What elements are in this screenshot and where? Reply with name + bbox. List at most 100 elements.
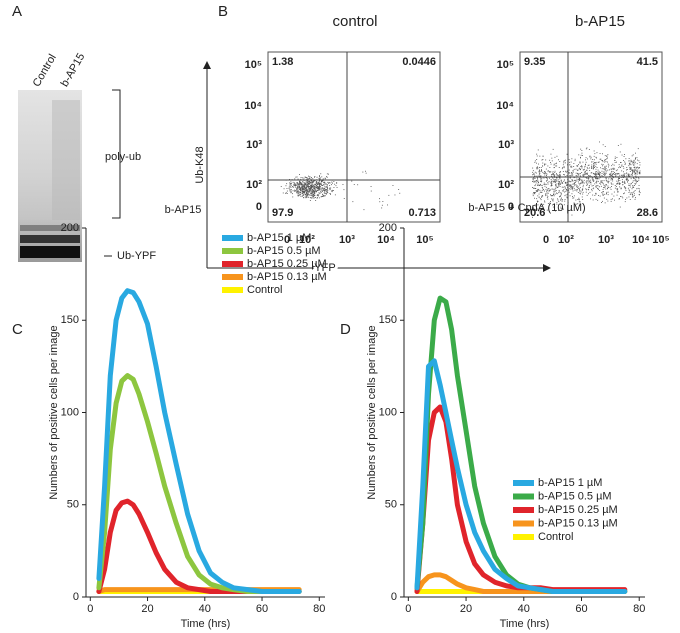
event-dot (570, 184, 572, 186)
event-dot (544, 171, 545, 172)
event-dot (618, 182, 620, 184)
event-dot (586, 183, 588, 185)
event-dot (297, 191, 299, 193)
event-dot (306, 189, 308, 191)
event-dot (558, 175, 560, 177)
x-tick-label: 80 (633, 603, 645, 615)
event-dot (586, 169, 588, 171)
event-dot (617, 182, 618, 184)
event-dot (585, 191, 587, 193)
event-dot (605, 159, 607, 160)
event-dot (593, 150, 595, 152)
event-dot (534, 193, 536, 195)
event-dot (536, 180, 538, 181)
event-dot (311, 192, 313, 194)
event-dot (619, 180, 621, 181)
event-dot (316, 182, 317, 184)
event-dot (556, 193, 558, 195)
event-dot (327, 191, 328, 193)
event-dot (544, 190, 545, 192)
event-dot (601, 202, 602, 203)
event-dot (308, 183, 309, 185)
event-dot (578, 174, 580, 176)
event-dot (612, 167, 614, 169)
event-dot (557, 175, 559, 176)
event-dot (325, 186, 327, 187)
event-dot (547, 178, 548, 180)
event-dot (305, 187, 307, 188)
event-dot (309, 177, 311, 179)
event-dot (605, 178, 607, 180)
event-dot (304, 187, 306, 189)
event-dot (297, 191, 299, 193)
event-dot (565, 170, 566, 172)
event-dot (541, 192, 543, 193)
event-dot (628, 196, 630, 198)
event-dot (605, 161, 607, 163)
event-dot (589, 167, 590, 169)
event-dot (620, 187, 622, 189)
event-dot (635, 175, 637, 177)
event-dot (309, 200, 311, 201)
event-dot (634, 183, 636, 184)
legend-swatch (513, 534, 534, 540)
event-dot (306, 196, 308, 197)
event-dot (624, 182, 626, 184)
event-dot (307, 182, 309, 183)
x-tick-label: 10³ (339, 234, 355, 246)
event-dot (306, 178, 308, 180)
event-dot (553, 188, 555, 190)
event-dot (292, 186, 294, 188)
event-dot (635, 173, 637, 175)
event-dot (579, 184, 581, 186)
event-dot (308, 190, 310, 192)
event-dot (584, 173, 586, 175)
event-dot (553, 173, 554, 175)
event-dot (302, 188, 303, 190)
event-dot (599, 182, 601, 184)
event-dot (546, 194, 548, 196)
event-dot (295, 185, 296, 187)
event-dot (547, 183, 549, 185)
event-dot (318, 183, 320, 185)
event-dot (639, 167, 640, 168)
event-dot (563, 162, 565, 164)
event-dot (305, 191, 307, 193)
event-dot (598, 174, 599, 175)
event-dot (322, 193, 323, 195)
event-dot (620, 167, 621, 168)
event-dot (630, 192, 632, 194)
event-dot (609, 173, 610, 175)
event-dot (312, 190, 314, 192)
event-dot (607, 181, 609, 183)
event-dot (602, 176, 604, 177)
event-dot (600, 181, 602, 183)
legend-swatch (513, 520, 534, 527)
event-dot (615, 176, 617, 177)
event-dot (550, 179, 552, 180)
event-dot (576, 175, 578, 177)
event-dot (535, 172, 537, 174)
event-dot (629, 193, 631, 195)
event-dot (628, 192, 630, 193)
event-dot (569, 172, 571, 174)
event-dot (576, 169, 578, 171)
x-tick-label: 60 (256, 603, 268, 615)
event-dot (624, 188, 626, 190)
event-dot (323, 196, 325, 197)
event-dot (597, 180, 599, 182)
event-dot (602, 153, 603, 155)
event-dot (596, 181, 598, 182)
event-dot (594, 173, 596, 175)
event-dot (328, 182, 330, 183)
event-dot (305, 191, 307, 193)
event-dot (629, 176, 631, 177)
event-dot (310, 181, 312, 183)
event-dot (320, 184, 322, 186)
event-dot (311, 180, 313, 182)
event-dot (550, 189, 551, 191)
quadrant-value: 28.6 (637, 207, 658, 219)
event-dot (590, 156, 592, 158)
event-dot (551, 184, 552, 186)
event-dot (567, 164, 568, 166)
